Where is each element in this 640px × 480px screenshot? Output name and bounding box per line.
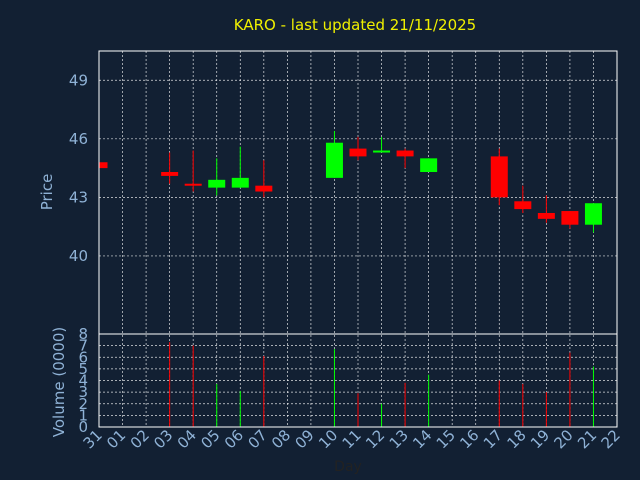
- x-tick-label: 12: [362, 426, 388, 452]
- price-tick-label: 40: [69, 247, 88, 265]
- volume-tick-label: 5: [78, 360, 88, 378]
- volume-tick-label: 0: [78, 418, 88, 436]
- grid-layer: [99, 51, 617, 427]
- x-tick-label: 21: [574, 426, 600, 452]
- volume-tick-label: 7: [78, 337, 88, 355]
- x-tick-label: 06: [221, 426, 247, 452]
- candle-body: [208, 179, 226, 188]
- price-tick-label: 43: [69, 188, 88, 206]
- marks-layer: [98, 131, 602, 427]
- candle-body: [184, 183, 202, 186]
- price-axis-label: Price: [38, 174, 56, 211]
- x-tick-label: 07: [244, 426, 270, 452]
- x-tick-label: 16: [456, 426, 482, 452]
- candle-body: [420, 158, 438, 173]
- volume-tick-label: 8: [78, 325, 88, 343]
- x-tick-label: 20: [551, 426, 577, 452]
- x-tick-label: 14: [409, 426, 435, 452]
- x-tick-label: 09: [292, 426, 318, 452]
- candle-body: [537, 212, 555, 219]
- candle-body: [231, 177, 249, 188]
- x-tick-label: 18: [503, 426, 529, 452]
- x-tick-label: 04: [174, 426, 200, 452]
- volume-tick-label: 2: [78, 395, 88, 413]
- volume-tick-label: 4: [78, 372, 88, 390]
- candle-body: [325, 142, 343, 178]
- candle-body: [255, 185, 273, 192]
- x-tick-label: 15: [433, 426, 459, 452]
- x-tick-label: 17: [480, 426, 506, 452]
- x-tick-label: 02: [127, 426, 153, 452]
- price-tick-label: 49: [69, 71, 88, 89]
- frame-layer: [98, 50, 618, 428]
- volume-tick-label: 6: [78, 348, 88, 366]
- text-layer: KARO - last updated 21/11/2025 Price Vol…: [38, 16, 624, 475]
- candle-body: [99, 162, 108, 169]
- candle-body: [349, 148, 367, 157]
- volume-tick-label: 3: [78, 383, 88, 401]
- x-tick-label: 11: [339, 426, 365, 452]
- candle-body: [584, 203, 602, 225]
- chart-title: KARO - last updated 21/11/2025: [234, 16, 476, 34]
- candle-body: [490, 156, 508, 198]
- volume-axis-label: Volume (0000): [50, 327, 68, 437]
- x-tick-label: 08: [268, 426, 294, 452]
- x-tick-label: 13: [386, 426, 412, 452]
- x-tick-label: 19: [527, 426, 553, 452]
- x-tick-label: 03: [150, 426, 176, 452]
- candle-body: [161, 172, 179, 176]
- candle-body: [561, 211, 579, 225]
- volume-tick-label: 1: [78, 406, 88, 424]
- x-tick-label: 10: [315, 426, 341, 452]
- x-tick-label: 05: [197, 426, 223, 452]
- x-tick-label: 01: [103, 426, 129, 452]
- candle-body: [514, 201, 532, 210]
- candle-body: [373, 150, 391, 153]
- x-tick-label: 22: [598, 426, 624, 452]
- candle-body: [396, 150, 414, 157]
- price-tick-label: 46: [69, 130, 88, 148]
- volume-panel-frame: [98, 333, 618, 428]
- x-axis-label: Day: [334, 459, 362, 475]
